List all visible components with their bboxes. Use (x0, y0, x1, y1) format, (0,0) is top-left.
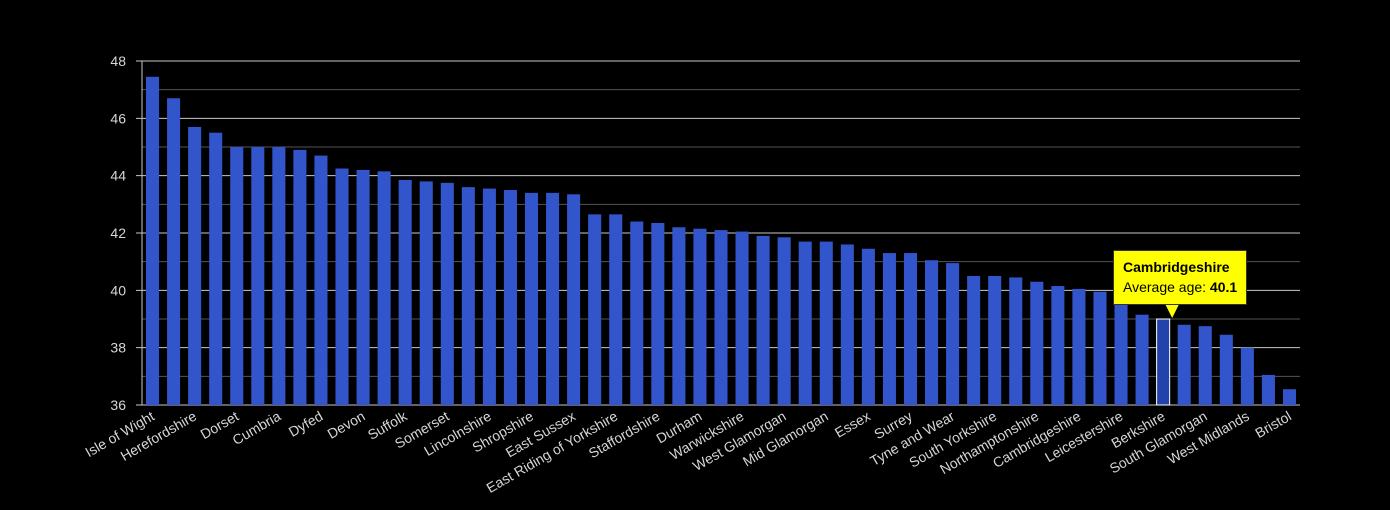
bar[interactable] (567, 194, 581, 405)
bar[interactable] (735, 231, 749, 405)
bar[interactable] (903, 253, 918, 405)
bar[interactable] (272, 147, 286, 405)
x-tick-label: Bristol (1252, 408, 1294, 441)
bar[interactable] (1135, 314, 1149, 405)
y-axis: 36 38 40 42 44 46 48 (110, 53, 126, 413)
bar[interactable] (988, 276, 1002, 405)
tooltip-body: Average age: 40.1 (1123, 277, 1237, 297)
tooltip-label: Average age: (1123, 279, 1207, 295)
bar[interactable] (1282, 389, 1296, 405)
bar[interactable] (230, 147, 244, 405)
tooltip: Cambridgeshire Average age: 40.1 (1113, 250, 1248, 305)
y-tick-label: 40 (110, 282, 126, 298)
bar[interactable] (546, 192, 560, 405)
bar[interactable] (1240, 347, 1254, 405)
y-tick-label: 38 (110, 340, 126, 356)
tooltip-arrow (1165, 304, 1180, 318)
tooltip-title: Cambridgeshire (1123, 259, 1230, 275)
bar[interactable] (377, 171, 391, 405)
x-tick-label: Devon (325, 408, 368, 442)
bar[interactable] (609, 214, 623, 405)
bar[interactable] (1219, 334, 1233, 405)
y-tick-label: 46 (110, 110, 126, 126)
bar[interactable] (188, 126, 202, 405)
tooltip-value: 40.1 (1209, 279, 1238, 295)
bar[interactable] (1009, 277, 1023, 405)
x-tick-label: Essex (832, 408, 873, 441)
bar-highlighted[interactable] (1156, 318, 1171, 406)
y-tick-label: 36 (110, 397, 126, 413)
bar[interactable] (588, 214, 602, 405)
bar[interactable] (798, 241, 812, 405)
y-tick-label: 42 (110, 225, 126, 241)
bar[interactable] (840, 244, 854, 405)
bar[interactable] (1177, 324, 1191, 405)
bar[interactable] (398, 179, 412, 405)
bar[interactable] (630, 221, 644, 405)
bar[interactable] (167, 98, 181, 406)
y-tick-label: 48 (110, 53, 126, 69)
y-tick-label: 44 (110, 168, 126, 184)
bar[interactable] (693, 228, 707, 405)
bar[interactable] (146, 76, 160, 406)
bars (146, 76, 1296, 406)
bar[interactable] (1030, 281, 1044, 405)
bar[interactable] (251, 147, 265, 405)
bar[interactable] (861, 248, 875, 405)
bar[interactable] (524, 192, 539, 405)
bar[interactable] (882, 253, 896, 405)
tooltip-pointer (1165, 304, 1180, 318)
bar[interactable] (314, 155, 328, 405)
bar[interactable] (440, 182, 454, 405)
bar[interactable] (819, 241, 833, 405)
bar[interactable] (777, 237, 791, 405)
bar[interactable] (209, 132, 223, 405)
x-tick-label: Dyfed (286, 408, 326, 440)
bar[interactable] (1093, 291, 1107, 405)
bar[interactable] (1261, 374, 1275, 405)
bar[interactable] (293, 149, 307, 405)
bar[interactable] (419, 181, 433, 405)
bar[interactable] (356, 169, 370, 405)
bar[interactable] (925, 260, 939, 405)
bar[interactable] (967, 276, 981, 405)
bar[interactable] (1198, 326, 1212, 405)
x-tick-label: Cumbria (230, 408, 284, 448)
bar[interactable] (651, 222, 665, 405)
bar[interactable] (1114, 291, 1128, 405)
bar[interactable] (503, 190, 517, 405)
bar[interactable] (461, 187, 475, 405)
bar[interactable] (714, 230, 728, 405)
bar[interactable] (335, 168, 349, 406)
bar[interactable] (1051, 286, 1065, 405)
bar[interactable] (672, 227, 686, 405)
bar[interactable] (482, 188, 496, 405)
bar[interactable] (1072, 288, 1086, 405)
bar[interactable] (946, 263, 960, 405)
bar[interactable] (756, 235, 770, 405)
